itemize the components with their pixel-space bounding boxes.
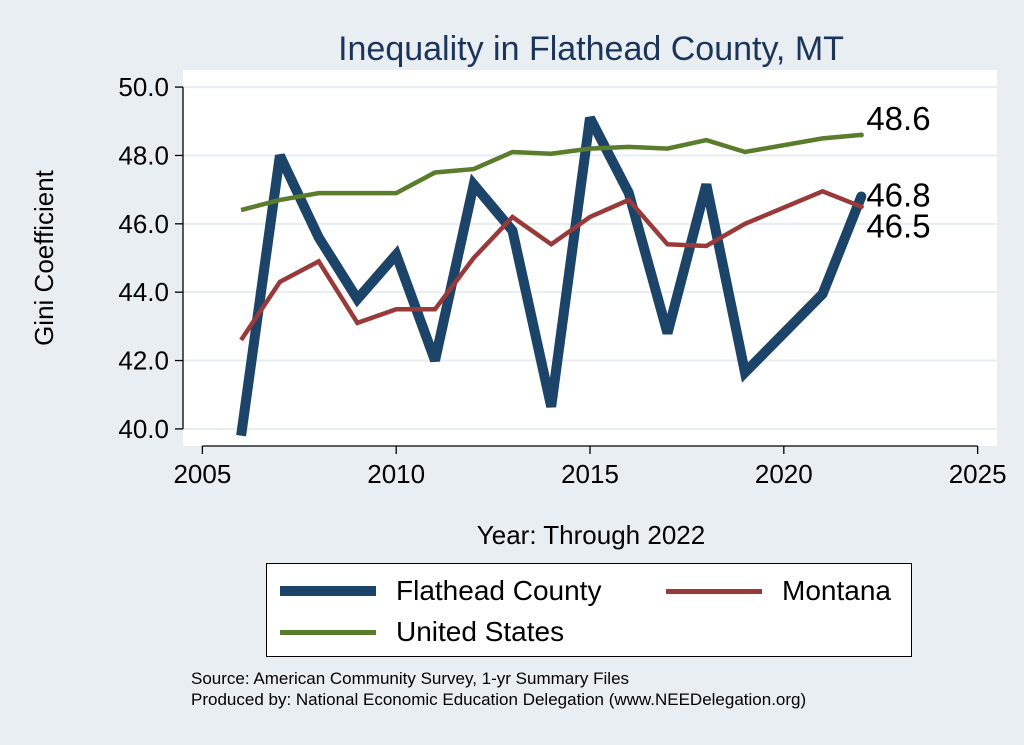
y-tick-label-5: 50.0 <box>118 72 169 102</box>
end-marker-flathead-county <box>856 191 867 202</box>
series-lines <box>236 115 866 437</box>
end-label-montana: 46.5 <box>866 207 930 244</box>
legend: Flathead County Montana United States <box>266 563 912 657</box>
y-axis-label: Gini Coefficient <box>29 169 59 346</box>
y-tick-label-0: 40.0 <box>118 414 169 444</box>
produced-by-note: Produced by: National Economic Education… <box>191 690 807 709</box>
x-tick-label-2: 2015 <box>561 459 619 489</box>
legend-swatch-montana <box>666 588 762 594</box>
y-tick-label-3: 46.0 <box>118 209 169 239</box>
y-tick-label-2: 44.0 <box>118 277 169 307</box>
legend-label-montana: Montana <box>782 575 891 606</box>
end-marker-united-states <box>858 132 864 138</box>
x-tick-label-1: 2010 <box>367 459 425 489</box>
legend-label-flathead: Flathead County <box>396 575 602 606</box>
source-note: Source: American Community Survey, 1-yr … <box>191 669 630 688</box>
end-labels: 46.846.5 48.6 <box>856 100 931 244</box>
axes: 40.0 42.0 44.0 46.0 48.0 50.0 2005 2010 2015 2020… <box>118 72 1006 489</box>
chart-title: Inequality in Flathead County, MT <box>338 30 844 68</box>
series-line-flathead-county <box>236 115 866 437</box>
grid-lines <box>183 86 997 430</box>
y-tick-label-1: 42.0 <box>118 346 169 376</box>
legend-swatch-united-states <box>280 629 376 635</box>
series-line-united-states <box>240 132 862 213</box>
end-marker-montana <box>858 204 864 210</box>
y-tick-label-4: 48.0 <box>118 140 169 170</box>
x-tick-label-4: 2025 <box>949 459 1007 489</box>
series-line-montana <box>239 188 863 342</box>
x-tick-label-3: 2020 <box>755 459 813 489</box>
legend-item-united-states: United States <box>280 616 564 648</box>
x-axis-label: Year: Through 2022 <box>477 520 705 550</box>
legend-swatch-flathead <box>280 586 376 596</box>
legend-item-flathead: Flathead County <box>280 575 601 607</box>
legend-label-united-states: United States <box>396 616 565 647</box>
end-label-flathead-county: 46.8 <box>866 176 930 213</box>
x-tick-label-0: 2005 <box>173 459 231 489</box>
end-label-united-states: 48.6 <box>866 100 930 137</box>
legend-item-montana: Montana <box>666 575 891 607</box>
